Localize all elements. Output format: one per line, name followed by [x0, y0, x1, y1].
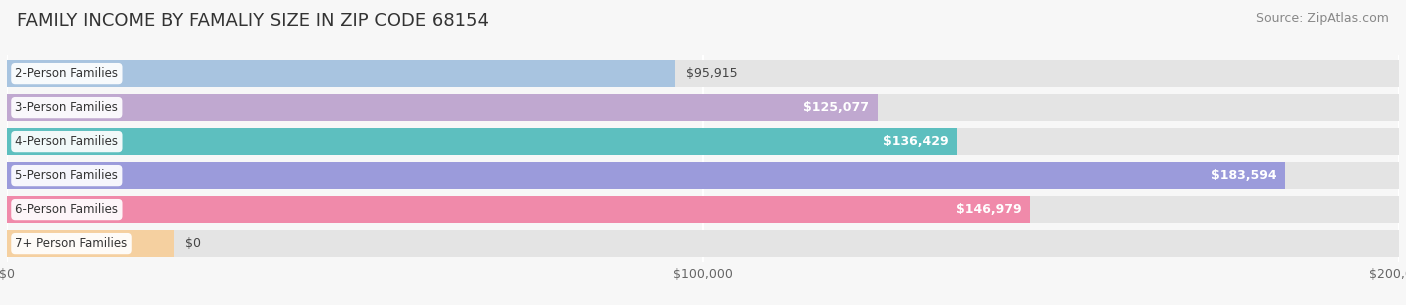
Text: 5-Person Families: 5-Person Families: [15, 169, 118, 182]
Text: $146,979: $146,979: [956, 203, 1022, 216]
Bar: [7, 128, 956, 155]
Bar: [7, 230, 1399, 257]
Bar: [7, 60, 1399, 87]
Text: $136,429: $136,429: [883, 135, 948, 148]
Text: 2-Person Families: 2-Person Families: [15, 67, 118, 80]
Text: $95,915: $95,915: [686, 67, 737, 80]
Text: $125,077: $125,077: [803, 101, 869, 114]
Text: 4-Person Families: 4-Person Families: [15, 135, 118, 148]
Bar: [7, 128, 1399, 155]
Bar: [7, 162, 1399, 189]
Text: Source: ZipAtlas.com: Source: ZipAtlas.com: [1256, 12, 1389, 25]
Text: 6-Person Families: 6-Person Families: [15, 203, 118, 216]
Text: 3-Person Families: 3-Person Families: [15, 101, 118, 114]
Bar: [7, 60, 675, 87]
Text: FAMILY INCOME BY FAMALIY SIZE IN ZIP CODE 68154: FAMILY INCOME BY FAMALIY SIZE IN ZIP COD…: [17, 12, 489, 30]
Text: $183,594: $183,594: [1211, 169, 1277, 182]
Bar: [7, 196, 1399, 223]
Bar: [7, 196, 1031, 223]
Text: $0: $0: [186, 237, 201, 250]
Bar: [7, 162, 1285, 189]
Text: 7+ Person Families: 7+ Person Families: [15, 237, 128, 250]
Bar: [7, 94, 1399, 121]
Bar: [7, 94, 877, 121]
Bar: [7, 230, 174, 257]
